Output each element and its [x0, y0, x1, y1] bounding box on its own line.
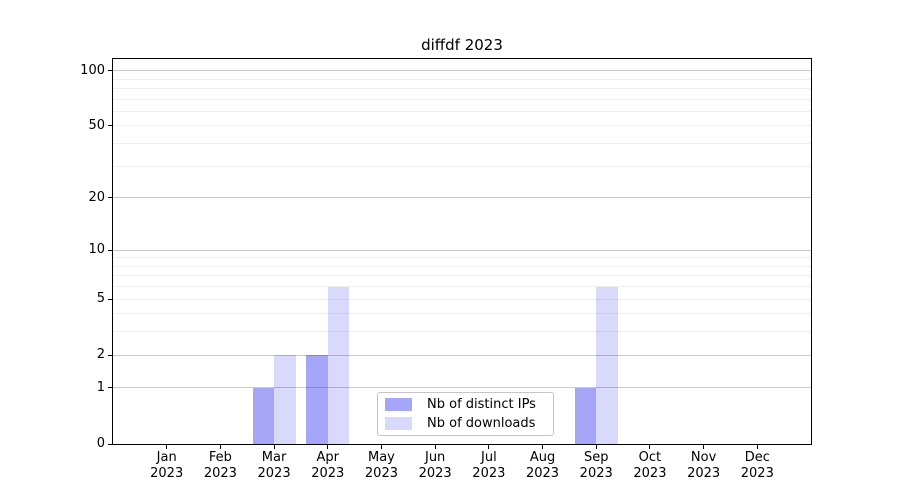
x-axis-tick	[166, 445, 168, 449]
gridline-minor	[113, 125, 811, 127]
x-tick-month: Apr	[316, 450, 340, 465]
x-tick-label: Aug 2023	[512, 450, 574, 482]
x-axis-tick	[380, 445, 382, 449]
x-axis-tick	[649, 445, 651, 449]
x-tick-label: May 2023	[350, 450, 412, 482]
gridline-minor	[113, 165, 811, 167]
x-tick-label: Feb 2023	[189, 450, 251, 482]
chart-title: diffdf 2023	[421, 36, 503, 54]
y-axis-tick	[108, 125, 112, 127]
x-tick-month: Aug	[529, 450, 556, 465]
gridline-minor	[113, 286, 811, 288]
x-tick-year: 2023	[633, 466, 667, 481]
x-tick-year: 2023	[257, 466, 291, 481]
gridline-minor	[113, 331, 811, 333]
bar-downloads-sep	[596, 286, 618, 444]
x-tick-year: 2023	[418, 466, 452, 481]
x-tick-month: Dec	[744, 450, 770, 465]
y-tick-label: 0	[96, 436, 105, 451]
x-tick-label: Oct 2023	[619, 450, 681, 482]
plot-area: Nb of distinct IPs Nb of downloads 0 1 2 5 1…	[80, 58, 812, 481]
x-tick-label: Jul 2023	[458, 450, 520, 482]
gridline-minor	[113, 78, 811, 80]
x-tick-month: Nov	[690, 450, 717, 465]
y-tick-label: 100	[80, 62, 105, 78]
gridline-minor	[113, 143, 811, 145]
bar-distinct-ips-sep	[574, 387, 597, 444]
x-tick-label: Dec 2023	[726, 450, 788, 482]
y-tick-label: 20	[88, 189, 105, 205]
gridline-minor	[113, 265, 811, 267]
x-tick-month: Sep	[583, 450, 609, 465]
y-tick-label: 5	[96, 291, 105, 307]
bar-downloads-mar	[274, 355, 296, 444]
bar-distinct-ips-apr	[306, 355, 328, 444]
gridline-major	[113, 70, 811, 72]
y-axis-tick	[108, 354, 112, 356]
legend-label-distinct-ips: Nb of distinct IPs	[427, 397, 536, 412]
x-tick-year: 2023	[740, 466, 774, 481]
x-axis-tick	[756, 445, 758, 449]
y-tick-label: 1	[96, 379, 105, 395]
x-tick-year: 2023	[579, 466, 613, 481]
x-tick-year: 2023	[203, 466, 237, 481]
y-axis-tick	[108, 387, 112, 389]
y-axis-tick	[108, 197, 112, 199]
x-axis-tick	[542, 445, 544, 449]
y-tick-label: 2	[96, 347, 105, 363]
gridline-minor	[113, 110, 811, 112]
x-tick-label: Apr 2023	[297, 450, 359, 482]
legend-label-downloads: Nb of downloads	[427, 416, 536, 431]
gridline-minor	[113, 98, 811, 100]
gridline-major	[113, 197, 811, 199]
gridline-major	[113, 249, 811, 251]
x-tick-month: Jan	[156, 450, 177, 465]
y-tick-label: 10	[88, 242, 105, 257]
gridline-minor	[113, 313, 811, 315]
x-tick-month: May	[368, 450, 395, 465]
x-tick-label: Nov 2023	[673, 450, 735, 482]
gridline-minor	[113, 257, 811, 259]
y-axis-tick	[108, 249, 112, 251]
x-tick-year: 2023	[525, 466, 560, 481]
legend: Nb of distinct IPs Nb of downloads	[377, 392, 554, 436]
x-tick-month: Oct	[638, 450, 662, 465]
y-axis-tick	[108, 70, 112, 72]
x-axis-tick	[219, 445, 221, 449]
x-axis-tick	[434, 445, 436, 449]
x-axis-tick	[595, 445, 597, 449]
x-tick-label: Jan 2023	[136, 450, 198, 482]
gridline-minor	[113, 275, 811, 277]
gridline-minor	[113, 87, 811, 89]
x-tick-year: 2023	[687, 466, 721, 481]
x-tick-label: Jun 2023	[404, 450, 466, 482]
x-axis-tick	[703, 445, 705, 449]
x-axis-tick	[327, 445, 329, 449]
x-axis-tick	[273, 445, 275, 449]
distinct-ips-swatch	[385, 398, 412, 411]
legend-item-distinct-ips: Nb of distinct IPs	[385, 397, 553, 412]
x-tick-month: Jul	[481, 450, 497, 465]
x-tick-label: Sep 2023	[565, 450, 627, 482]
gridline-minor	[113, 298, 811, 300]
x-tick-label: Mar 2023	[243, 450, 305, 482]
gridline-major	[113, 354, 811, 356]
bar-downloads-apr	[327, 286, 350, 444]
x-tick-year: 2023	[472, 466, 506, 481]
x-tick-year: 2023	[311, 466, 345, 481]
x-tick-month: Mar	[261, 450, 287, 465]
bar-distinct-ips-mar	[252, 387, 275, 444]
x-tick-month: Feb	[208, 450, 232, 465]
x-tick-year: 2023	[364, 466, 398, 481]
y-tick-label: 50	[88, 117, 105, 133]
legend-item-downloads: Nb of downloads	[385, 416, 553, 431]
gridline-major	[113, 387, 811, 389]
downloads-swatch	[385, 417, 412, 430]
x-axis-tick	[488, 445, 490, 449]
y-axis-tick	[108, 298, 112, 300]
x-tick-year: 2023	[150, 466, 184, 481]
y-axis-tick	[108, 443, 112, 445]
x-tick-month: Jun	[424, 450, 446, 465]
